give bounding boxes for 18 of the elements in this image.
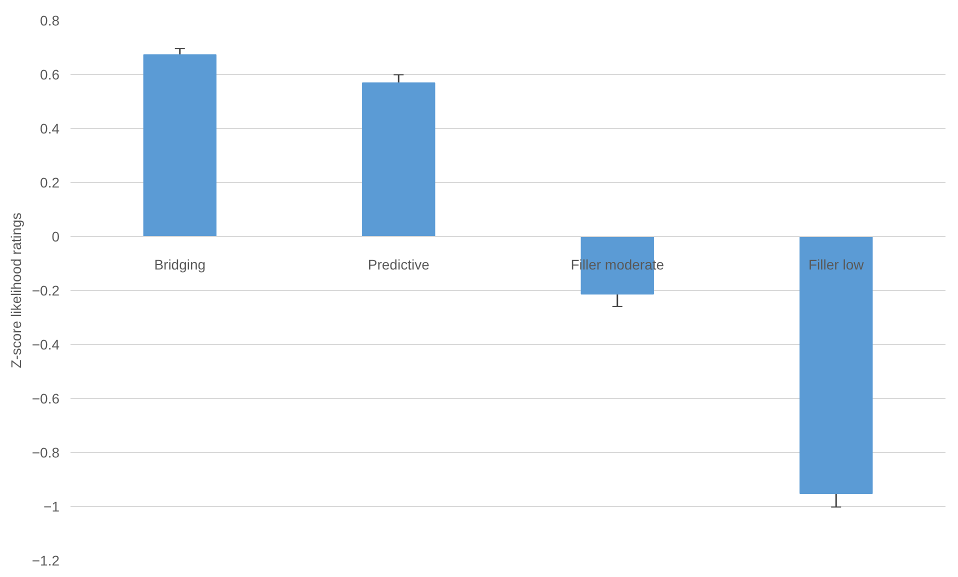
y-tick-label: −0.2	[32, 282, 60, 298]
y-tick-label: 0.4	[40, 120, 60, 136]
y-tick-label: −1	[44, 498, 60, 514]
y-tick-label: 0	[52, 228, 60, 244]
y-tick-label: −0.4	[32, 336, 60, 352]
bar	[362, 82, 436, 237]
bar	[800, 236, 873, 494]
x-tick-label: Bridging	[154, 256, 206, 272]
y-tick-label: 0.6	[40, 66, 60, 82]
y-tick-label: −1.2	[32, 552, 60, 568]
y-tick-label: 0.8	[40, 12, 60, 28]
y-tick-label: 0.2	[40, 174, 60, 190]
y-tick-label: −0.6	[32, 390, 60, 406]
y-tick-label: −0.8	[32, 444, 60, 460]
x-tick-label: Filler low	[808, 256, 865, 272]
x-tick-label: Predictive	[368, 256, 430, 272]
y-axis-title: Z-score likelihood ratings	[8, 212, 24, 368]
bar	[143, 54, 216, 237]
